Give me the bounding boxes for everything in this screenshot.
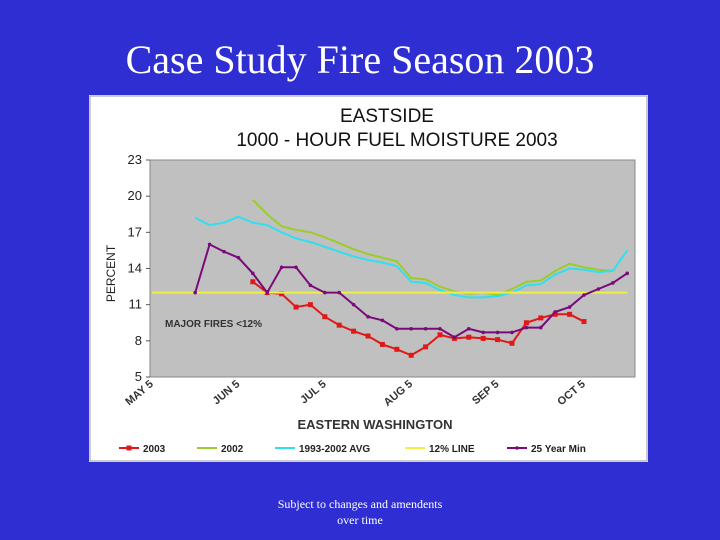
point-marker [293,304,299,310]
point-marker [207,242,212,247]
y-tick-label: 14 [128,261,142,276]
point-marker [222,249,226,254]
legend-label: 2002 [221,444,244,455]
point-marker [322,314,328,320]
chart: EASTSIDE 1000 - HOUR FUEL MOISTURE 2003 5 8… [89,95,648,462]
point-marker [495,337,501,343]
slide-title: Case Study Fire Season 2003 [125,37,595,82]
point-marker [366,314,370,319]
point-marker [596,287,601,291]
point-marker [581,319,587,325]
y-tick-label: 5 [135,369,142,384]
point-marker [423,326,428,331]
point-marker [437,332,443,338]
point-marker [279,265,284,270]
point-marker [582,293,586,297]
point-marker [567,305,572,309]
y-tick-label: 20 [128,188,142,203]
point-marker [408,352,414,358]
series-line [194,215,629,299]
chart-subtitle: 1000 - HOUR FUEL MOISTURE 2003 [236,130,557,151]
point-marker [394,346,400,352]
chart-title: EASTSIDE [340,106,434,127]
point-marker [336,322,342,328]
point-marker [523,320,529,326]
footnote-line: Subject to changes and amendents [277,497,443,511]
point-marker [553,310,557,314]
point-marker [380,318,385,323]
point-marker [193,290,197,295]
legend-marker [515,446,519,450]
y-tick-label: 8 [135,333,142,348]
point-marker [250,279,256,285]
point-marker [351,302,356,307]
y-axis-label: PERCENT [104,244,118,302]
x-axis-label: EASTERN WASHINGTON [297,417,452,432]
point-marker [524,325,529,330]
point-marker [307,302,313,308]
annotation: MAJOR FIRES <12% [165,319,262,330]
footnote-line: over time [337,513,383,527]
footnote: Subject to changes and amendents over ti… [0,496,720,528]
plot-area [149,159,636,378]
legend-marker [126,445,132,451]
point-marker [423,344,429,350]
point-marker [509,340,515,346]
point-marker [365,333,371,339]
point-marker [438,326,442,331]
point-marker [323,290,327,295]
point-marker [308,283,313,288]
point-marker [539,325,543,330]
y-tick-label: 17 [128,224,142,239]
series-line [252,199,613,297]
point-marker [567,311,573,317]
point-marker [495,330,500,335]
chart-image: EASTSIDE 1000 - HOUR FUEL MOISTURE 2003 5 8… [89,95,648,462]
point-marker [265,290,269,295]
point-marker [467,326,471,331]
point-marker [611,281,615,285]
point-marker [625,271,629,276]
point-marker [379,341,385,347]
point-marker [510,330,514,335]
point-marker [480,335,486,341]
point-marker [294,265,298,270]
point-marker [466,334,472,340]
legend-label: 12% LINE [429,444,475,455]
y-tick-label: 11 [129,297,143,312]
point-marker [538,315,544,321]
legend-label: 1993-2002 AVG [299,444,370,455]
y-tick-label: 23 [128,152,142,167]
point-marker [251,271,255,276]
legend-label: 25 Year Min [531,444,586,455]
point-marker [279,291,285,297]
legend-label: 2003 [143,444,166,455]
point-marker [452,335,457,340]
point-marker [351,328,357,334]
point-marker [552,311,558,317]
point-marker [236,255,241,260]
point-marker [481,330,486,335]
point-marker [337,290,341,295]
point-marker [395,326,399,331]
point-marker [409,326,414,331]
